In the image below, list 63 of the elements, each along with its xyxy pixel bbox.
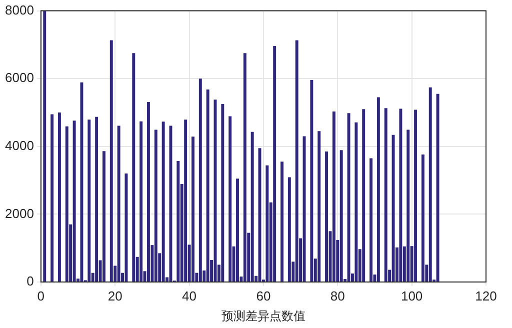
- y-tick-label: 4000: [5, 138, 34, 153]
- bar: [347, 113, 350, 282]
- bar: [228, 116, 232, 282]
- bar: [406, 130, 410, 282]
- bar: [162, 122, 165, 282]
- bar: [376, 97, 380, 282]
- bar: [384, 108, 388, 282]
- bar: [80, 82, 84, 282]
- bar: [50, 114, 54, 282]
- bar: [340, 150, 343, 282]
- bar: [243, 53, 246, 282]
- bar: [95, 116, 98, 282]
- bar: [221, 104, 224, 282]
- x-tick-label: 80: [330, 288, 345, 304]
- bar: [176, 160, 180, 282]
- bar: [332, 111, 336, 282]
- x-tick-label: 100: [400, 288, 423, 304]
- bar: [124, 174, 128, 282]
- bar: [266, 165, 269, 282]
- x-tick-label: 20: [108, 288, 122, 304]
- x-axis-title: 预测差异点数值: [221, 309, 306, 324]
- bar: [43, 10, 46, 282]
- bar: [392, 134, 395, 282]
- bar: [325, 151, 328, 282]
- bar: [117, 126, 120, 282]
- x-tick-label: 40: [182, 288, 197, 304]
- x-tick-label: 120: [475, 288, 497, 304]
- bar: [414, 110, 418, 282]
- bar: [154, 130, 158, 282]
- bar: [273, 46, 276, 282]
- bar: [354, 122, 358, 282]
- bar: [280, 162, 284, 282]
- bar: [288, 177, 291, 282]
- bar: [72, 120, 76, 282]
- x-tick-label: 60: [256, 288, 271, 304]
- bar: [110, 40, 113, 282]
- bar: [192, 136, 194, 282]
- bar: [147, 102, 150, 282]
- bar: [65, 126, 68, 282]
- bar: [436, 94, 440, 282]
- bar: [88, 120, 91, 282]
- bar: [140, 121, 143, 282]
- bar: [295, 40, 298, 282]
- bar: [102, 151, 106, 282]
- y-tick-label: 6000: [5, 70, 34, 86]
- bar: [362, 109, 366, 282]
- bar: [132, 53, 136, 282]
- bar: [370, 158, 373, 282]
- bar: [428, 87, 432, 282]
- bar: [310, 80, 314, 282]
- bar: [250, 132, 254, 282]
- bar: [236, 178, 239, 282]
- y-tick-label: 2000: [5, 206, 34, 221]
- x-tick-label: 0: [37, 288, 45, 304]
- y-tick-label: 0: [26, 274, 34, 289]
- y-tick-label: 8000: [5, 2, 34, 18]
- bar: [58, 112, 61, 282]
- bar: [184, 120, 188, 282]
- bar: [198, 78, 202, 282]
- bar: [318, 131, 321, 282]
- bar: [206, 89, 210, 282]
- bar: [421, 154, 424, 282]
- bar: [399, 108, 402, 282]
